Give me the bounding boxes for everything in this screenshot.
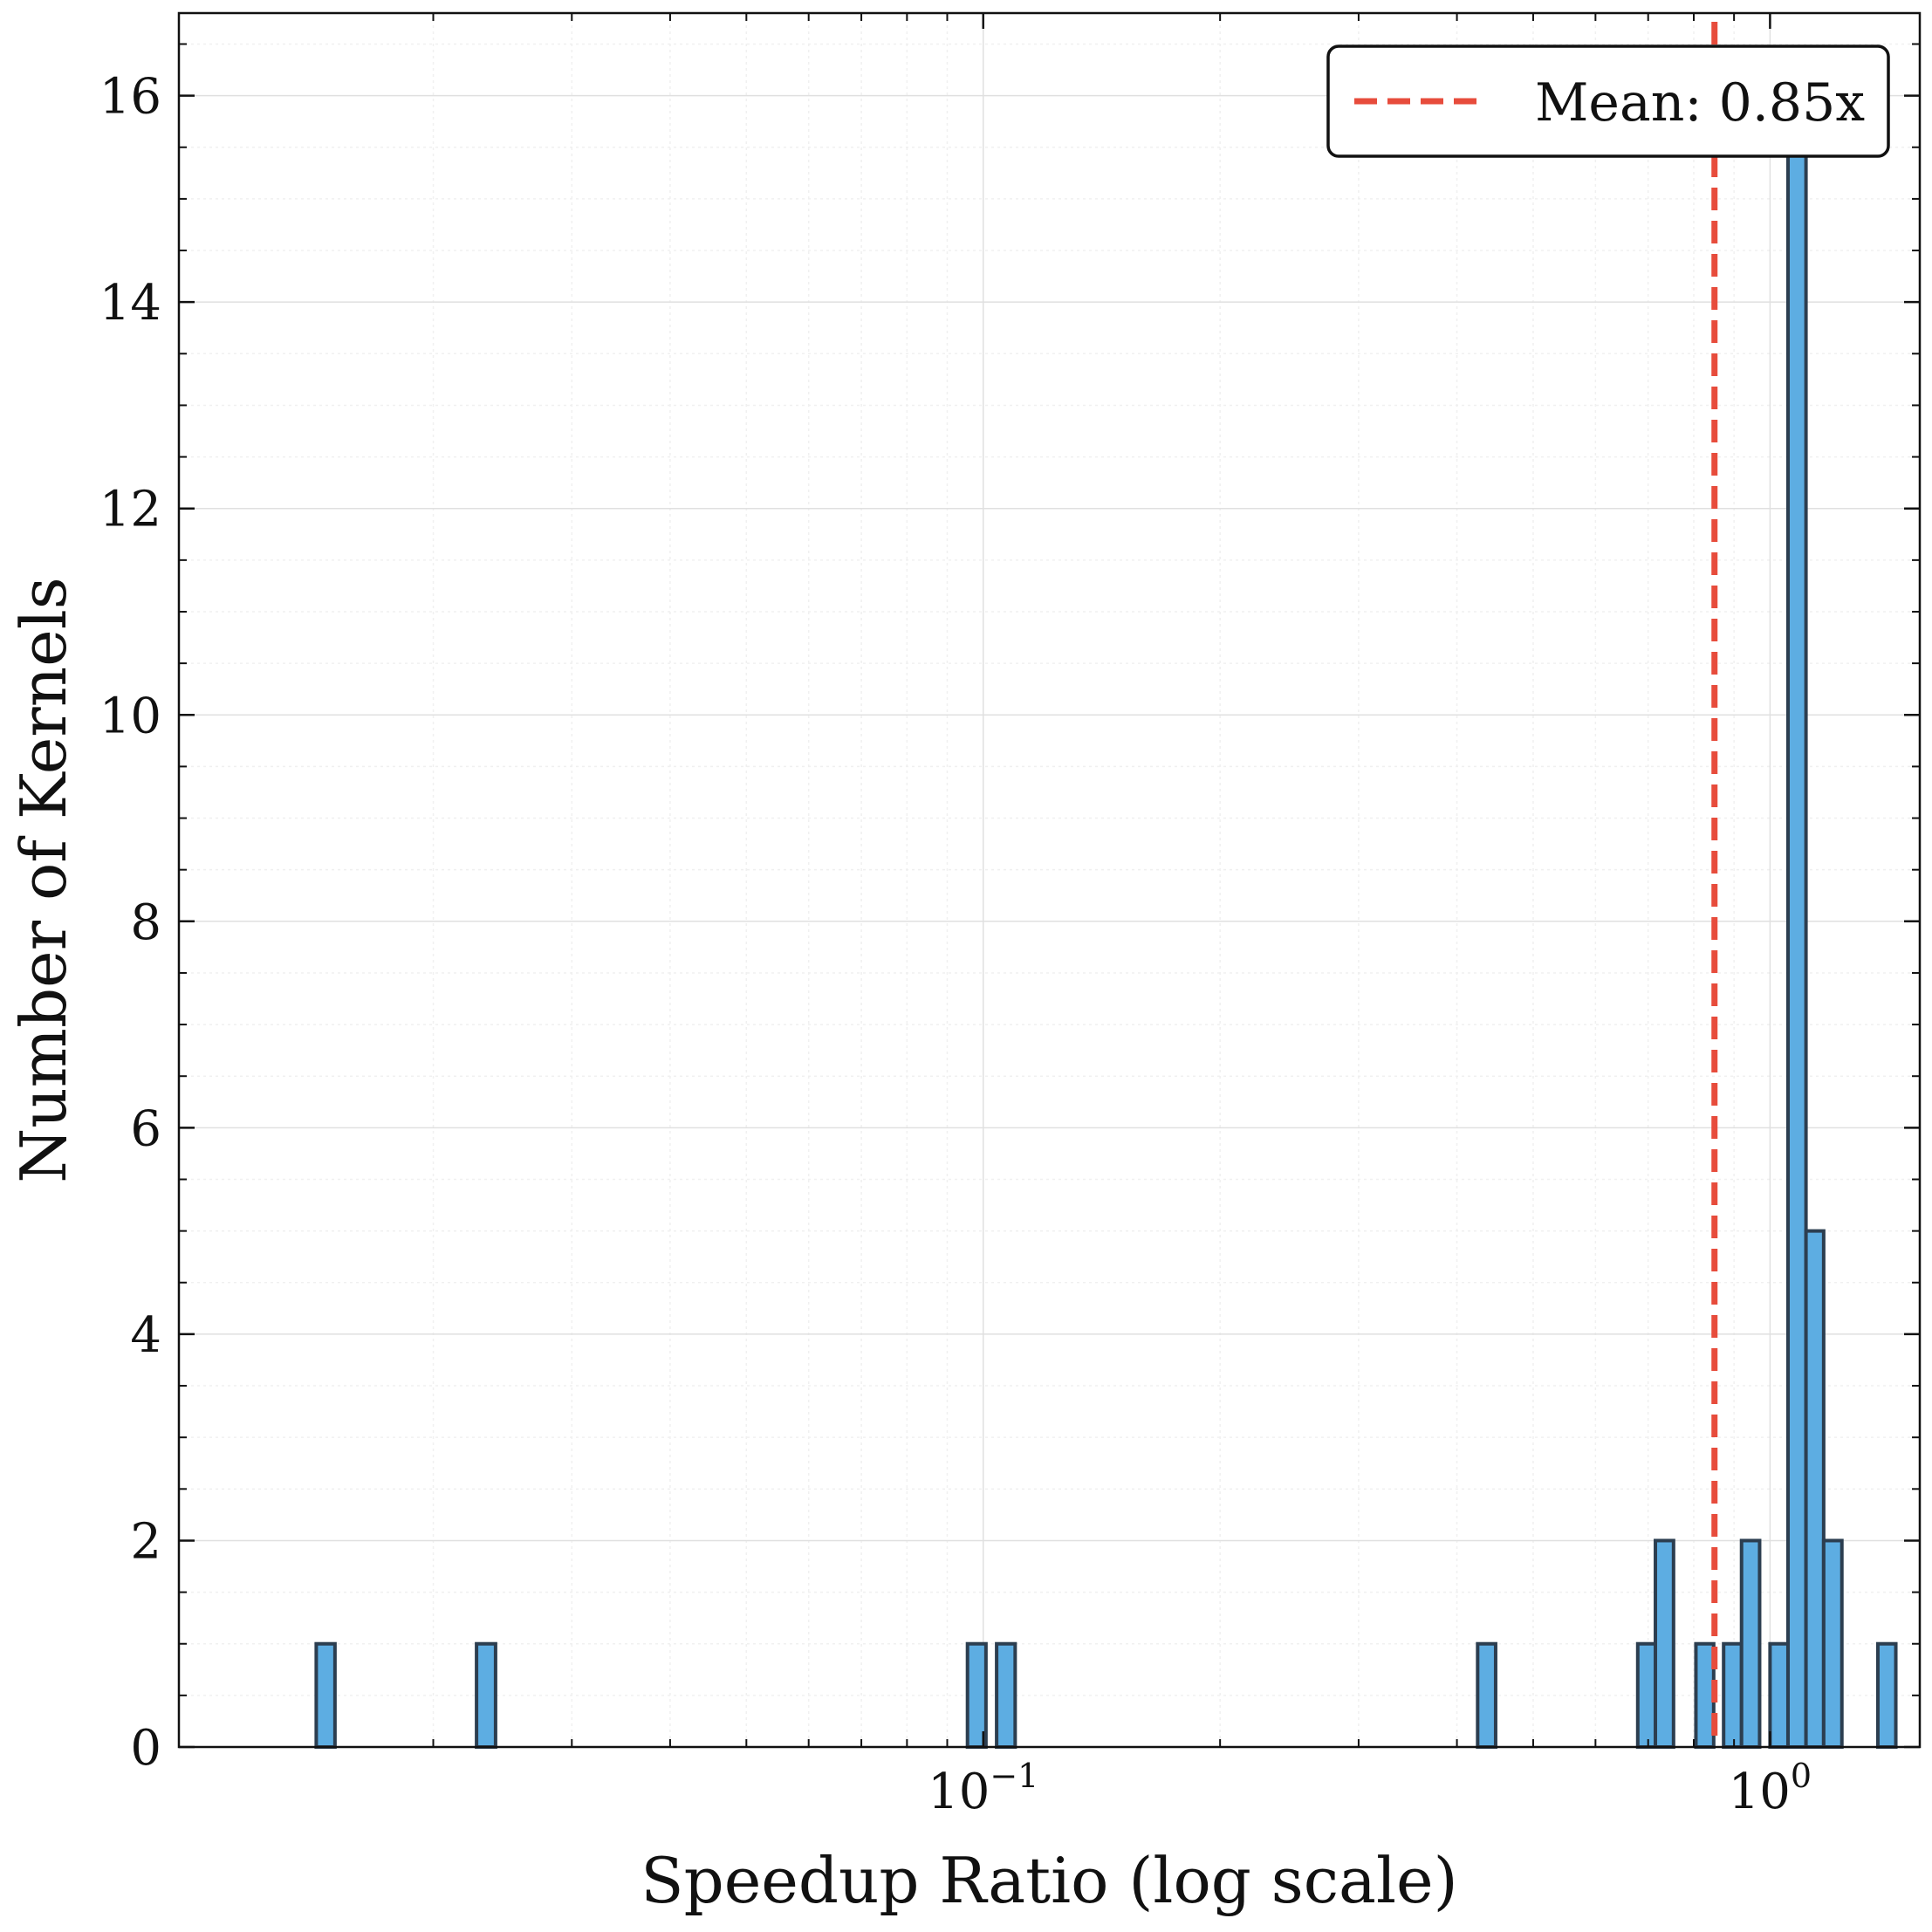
y-tick-label: 4 bbox=[130, 1307, 161, 1364]
x-axis-label: Speedup Ratio (log scale) bbox=[641, 1844, 1457, 1917]
plot-frame bbox=[177, 11, 1922, 1749]
histogram-bar bbox=[475, 1641, 497, 1750]
bars bbox=[314, 93, 1898, 1750]
y-tick-label: 6 bbox=[130, 1100, 161, 1157]
y-tick-label: 10 bbox=[99, 688, 161, 744]
y-tick-label: 12 bbox=[99, 482, 161, 538]
y-tick-label: 14 bbox=[99, 275, 161, 332]
histogram-bar bbox=[1739, 1538, 1762, 1750]
legend-box bbox=[1326, 45, 1890, 158]
histogram-bar bbox=[1654, 1538, 1675, 1750]
histogram-bar bbox=[314, 1641, 337, 1750]
y-tick-label: 2 bbox=[130, 1513, 161, 1570]
axes: 0 2 4 6 8 10 12 14 16 10−1 100 bbox=[99, 11, 1922, 1820]
x-tick-label: 10−1 bbox=[928, 1757, 1038, 1820]
histogram-bar bbox=[1785, 93, 1808, 1750]
histogram-bar bbox=[1722, 1641, 1744, 1750]
histogram-bar bbox=[1768, 1641, 1790, 1750]
histogram-bar bbox=[1476, 1641, 1497, 1750]
y-tick-label: 8 bbox=[130, 894, 161, 951]
histogram-bar bbox=[1804, 1229, 1826, 1749]
legend: Mean: 0.85x bbox=[1326, 45, 1890, 158]
histogram-bar bbox=[1694, 1641, 1716, 1750]
y-tick-label: 16 bbox=[99, 69, 161, 126]
y-axis-label: Number of Kernels bbox=[7, 577, 80, 1182]
histogram-bar bbox=[995, 1641, 1017, 1750]
histogram-bar bbox=[1875, 1641, 1898, 1750]
x-tick-label: 100 bbox=[1729, 1757, 1812, 1820]
grid bbox=[179, 13, 1920, 1748]
histogram-bar bbox=[1821, 1538, 1844, 1750]
histogram-bar bbox=[1635, 1641, 1658, 1750]
legend-label: Mean: 0.85x bbox=[1535, 72, 1865, 134]
y-tick-label: 0 bbox=[130, 1720, 161, 1777]
